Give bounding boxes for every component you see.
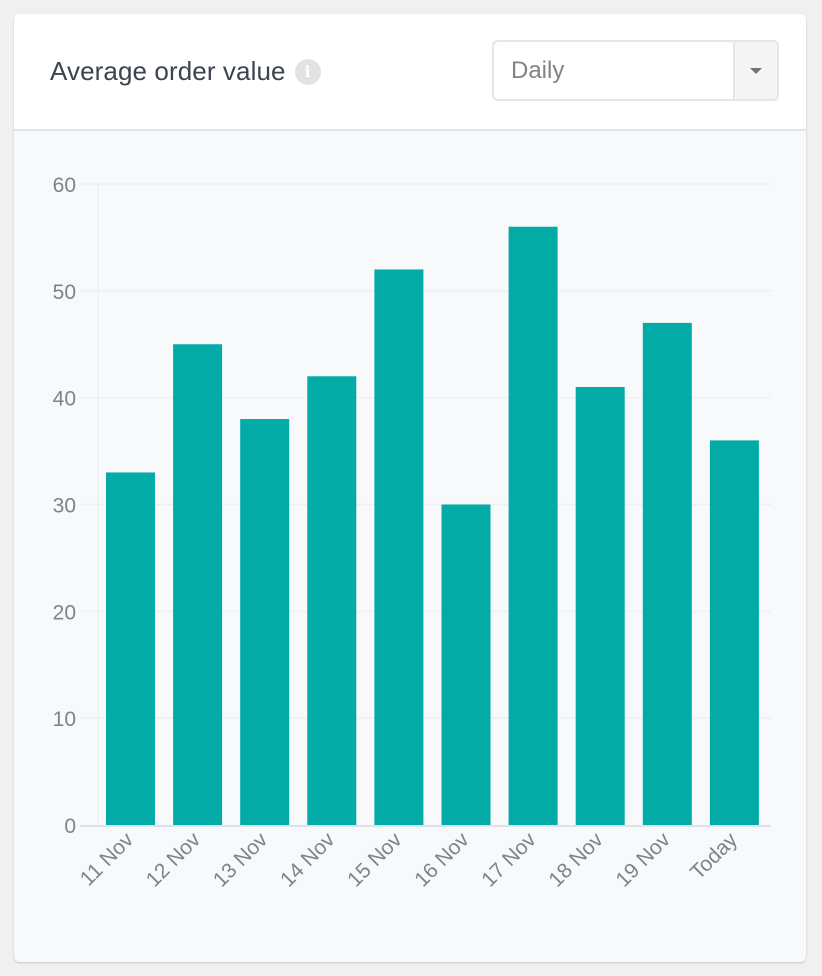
y-tick-label: 30 [53, 495, 76, 518]
x-tick-label: 11 Nov [76, 828, 139, 891]
x-tick-label: 18 Nov [544, 828, 608, 892]
bar[interactable] [508, 226, 558, 825]
card-header: Average order value i Daily [14, 14, 806, 131]
y-tick-label: 50 [53, 281, 76, 304]
x-tick-label: 13 Nov [209, 828, 273, 892]
y-tick-label: 10 [53, 708, 76, 731]
bar[interactable] [173, 344, 223, 825]
bar[interactable] [240, 419, 290, 825]
title-wrap: Average order value i [50, 56, 321, 87]
y-tick-label: 40 [53, 388, 76, 411]
x-tick-label: 15 Nov [343, 828, 407, 892]
info-icon[interactable]: i [294, 58, 321, 85]
bar[interactable] [642, 322, 692, 825]
card-title: Average order value [50, 56, 286, 86]
x-tick-label: 16 Nov [410, 828, 474, 892]
bar[interactable] [709, 440, 759, 825]
x-tick-label: 19 Nov [612, 828, 676, 892]
bar[interactable] [575, 386, 625, 825]
y-tick-label: 60 [53, 174, 76, 197]
bar[interactable] [307, 376, 357, 825]
average-order-value-card: Average order value i Daily 0 10 20 30 40 50 6… [14, 14, 806, 962]
x-tick-label: Today [686, 828, 742, 884]
bar-chart: 0 10 20 30 40 50 60 11 Nov 12 Nov 13 Nov 14 Nov 15 … [53, 174, 771, 892]
period-select-toggle[interactable] [733, 42, 777, 99]
y-tick-label: 0 [64, 815, 76, 838]
period-select-value: Daily [511, 56, 565, 84]
y-tick-label: 20 [53, 601, 76, 624]
x-tick-label: 12 Nov [142, 828, 206, 892]
chevron-down-icon [750, 67, 762, 74]
bar[interactable] [441, 504, 491, 826]
x-tick-label: 17 Nov [477, 828, 541, 892]
bar[interactable] [106, 472, 155, 825]
x-tick-label: 14 Nov [276, 828, 340, 892]
period-select[interactable]: Daily [492, 40, 779, 101]
chart-area: 0 10 20 30 40 50 60 11 Nov 12 Nov 13 Nov 14 Nov 15 … [14, 131, 806, 962]
bar[interactable] [374, 269, 424, 825]
